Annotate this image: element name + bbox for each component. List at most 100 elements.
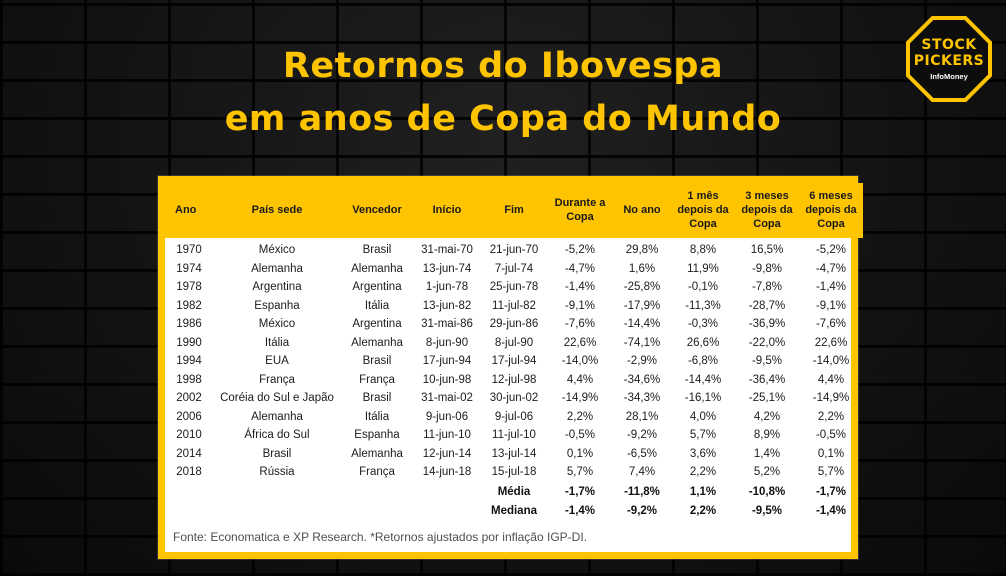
table-cell: 25-jun-78 bbox=[489, 281, 539, 294]
column-header: Vencedor bbox=[341, 183, 413, 239]
table-cell: Alemanha bbox=[351, 336, 403, 349]
table-cell: 2010 bbox=[176, 429, 202, 442]
table-cell: 1982 bbox=[176, 299, 202, 312]
table-cell: 2006 bbox=[176, 410, 202, 423]
table-cell: 13-jun-74 bbox=[422, 262, 472, 275]
table-cell: 5,7% bbox=[689, 429, 717, 442]
table-body: 1970 México Brasil 31-mai-70 21-jun-70 -5,2% 2… bbox=[165, 238, 863, 482]
table-cell: Alemanha bbox=[251, 262, 303, 275]
table-cell: 4,2% bbox=[753, 410, 781, 423]
table-row: 1994 EUA Brasil 17-jun-94 17-jul-94 -14,0% -2,… bbox=[165, 353, 863, 372]
table-header-row: Ano País sede Vencedor Início Fim Durante a C… bbox=[165, 183, 863, 239]
table-cell: 22,6% bbox=[814, 336, 848, 349]
table-cell: Alemanha bbox=[351, 447, 403, 460]
table-cell: 1974 bbox=[176, 262, 202, 275]
table-cell: Alemanha bbox=[251, 410, 303, 423]
table-cell: Argentina bbox=[352, 281, 402, 294]
table-row: 1990 Itália Alemanha 8-jun-90 8-jul-90 22,6% -… bbox=[165, 334, 863, 353]
table-cell: -1,4% bbox=[815, 281, 847, 294]
table-cell: Alemanha bbox=[351, 262, 403, 275]
table-cell: -17,9% bbox=[623, 299, 661, 312]
table-cell: -5,2% bbox=[564, 244, 596, 257]
summary-value: -11,8% bbox=[624, 485, 660, 498]
stockpickers-logo-inner: STOCK PICKERS InfoMoney bbox=[910, 20, 988, 98]
table-cell: EUA bbox=[265, 355, 289, 368]
table-cell: França bbox=[359, 466, 395, 479]
table-cell: 2002 bbox=[176, 392, 202, 405]
table-cell: Argentina bbox=[252, 281, 302, 294]
table-cell: -0,1% bbox=[687, 281, 719, 294]
stockpickers-logo-badge: STOCK PICKERS InfoMoney bbox=[906, 16, 992, 102]
summary-empty-cell bbox=[413, 502, 481, 521]
table-row: 2018 Rússia França 14-jun-18 15-jul-18 5,7% 7,… bbox=[165, 464, 863, 483]
table-cell: 28,1% bbox=[625, 410, 659, 423]
table-cell: Coréia do Sul e Japão bbox=[220, 392, 334, 405]
table-cell: Argentina bbox=[352, 318, 402, 331]
column-header: 6 meses depois da Copa bbox=[799, 183, 863, 239]
table-cell: 1994 bbox=[176, 355, 202, 368]
page-title: Retornos do Ibovespa em anos de Copa do … bbox=[0, 40, 1006, 145]
table-cell: 2014 bbox=[176, 447, 202, 460]
table-cell: -9,1% bbox=[564, 299, 596, 312]
table-cell: 1,4% bbox=[753, 447, 781, 460]
table-cell: 1998 bbox=[176, 373, 202, 386]
table-row: 2006 Alemanha Itália 9-jun-06 9-jul-06 2,2% 28… bbox=[165, 408, 863, 427]
table-cell: 21-jun-70 bbox=[489, 244, 539, 257]
table-cell: 8-jul-90 bbox=[494, 336, 534, 349]
table-cell: 1990 bbox=[176, 336, 202, 349]
table-cell: 1970 bbox=[176, 244, 202, 257]
table-cell: -4,7% bbox=[815, 262, 847, 275]
table-cell: 31-mai-70 bbox=[421, 244, 473, 257]
table-cell: -9,8% bbox=[751, 262, 783, 275]
summary-empty-cell bbox=[213, 502, 341, 521]
column-header: No ano bbox=[613, 183, 671, 239]
column-header: País sede bbox=[213, 183, 341, 239]
table-cell: -14,0% bbox=[812, 355, 850, 368]
table-cell: 7-jul-74 bbox=[494, 262, 534, 275]
table-cell: Brasil bbox=[362, 355, 392, 368]
table-cell: -7,6% bbox=[815, 318, 847, 331]
table-cell: 2,2% bbox=[817, 410, 845, 423]
table-cell: -36,4% bbox=[748, 373, 786, 386]
table-cell: França bbox=[259, 373, 295, 386]
column-header: Durante a Copa bbox=[547, 183, 613, 239]
table-cell: -25,1% bbox=[748, 392, 786, 405]
table-cell: 11,9% bbox=[687, 262, 719, 275]
table-cell: -25,8% bbox=[623, 281, 661, 294]
summary-value: -1,7% bbox=[815, 485, 847, 498]
table-row: 1978 Argentina Argentina 1-jun-78 25-jun-78 -… bbox=[165, 279, 863, 298]
table-row: 1970 México Brasil 31-mai-70 21-jun-70 -5,2% 2… bbox=[165, 238, 863, 260]
table-cell: -0,5% bbox=[564, 429, 596, 442]
summary-value: -10,8% bbox=[748, 485, 786, 498]
logo-text-pickers: PICKERS bbox=[913, 53, 985, 69]
table-cell: -9,1% bbox=[815, 299, 847, 312]
table-cell: 1,6% bbox=[628, 262, 656, 275]
table-cell: 13-jul-14 bbox=[491, 447, 537, 460]
logo-text-stock: STOCK bbox=[921, 36, 977, 53]
table-cell: -9,5% bbox=[751, 355, 783, 368]
table-cell: Espanha bbox=[254, 299, 300, 312]
returns-table-card: Ano País sede Vencedor Início Fim Durante a C… bbox=[158, 176, 863, 559]
table-cell: -22,0% bbox=[748, 336, 786, 349]
summary-value: -1,4% bbox=[815, 505, 847, 518]
summary-empty-cell bbox=[413, 482, 481, 501]
summary-value: 1,1% bbox=[689, 485, 717, 498]
table-cell: -9,2% bbox=[626, 429, 658, 442]
table-cell: 5,7% bbox=[817, 466, 845, 479]
table-cell: 31-mai-86 bbox=[421, 318, 473, 331]
table-cell: -6,8% bbox=[687, 355, 719, 368]
table-row: 2002 Coréia do Sul e Japão Brasil 31-mai-02… bbox=[165, 390, 863, 409]
table-cell: -4,7% bbox=[564, 262, 596, 275]
table-cell: 0,1% bbox=[566, 447, 594, 460]
column-header: Fim bbox=[481, 183, 547, 239]
summary-label: Média bbox=[497, 485, 531, 498]
table-row: 2010 África do Sul Espanha 11-jun-10 11-jul-… bbox=[165, 427, 863, 446]
table-cell: 1986 bbox=[176, 318, 202, 331]
table-cell: -1,4% bbox=[564, 281, 596, 294]
table-cell: -16,1% bbox=[684, 392, 722, 405]
table-cell: -14,9% bbox=[561, 392, 599, 405]
page-title-line2: em anos de Copa do Mundo bbox=[224, 98, 782, 139]
table-cell: 5,2% bbox=[753, 466, 781, 479]
table-cell: 4,4% bbox=[817, 373, 845, 386]
